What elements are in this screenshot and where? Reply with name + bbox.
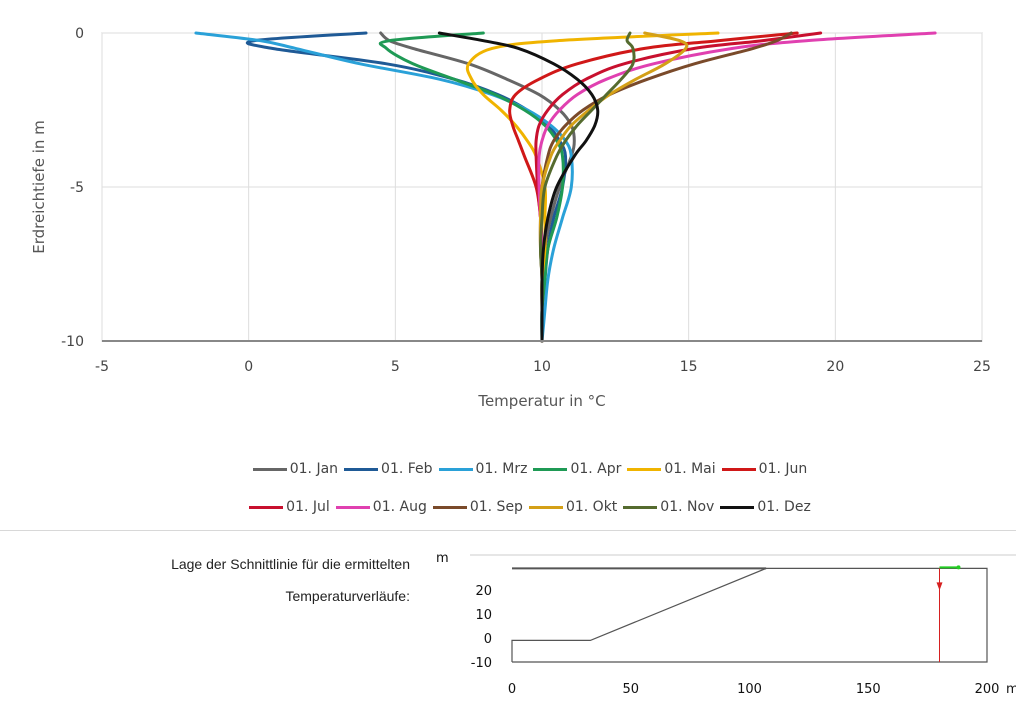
caption-line-2: Temperaturverläufe: (285, 588, 410, 604)
legend-row: 01. Jul 01. Aug 01. Sep 01. Okt 01. Nov 01. D… (150, 488, 910, 526)
legend-label: 01. Jun (758, 461, 808, 477)
legend-label: 01. Apr (570, 461, 622, 477)
legend-swatch (528, 505, 563, 509)
y-axis-title: Erdreichtiefe in m (30, 120, 48, 254)
legend-item: 01. Aug (335, 499, 427, 515)
legend-item: 01. Jan (252, 461, 339, 477)
legend-swatch (438, 467, 473, 471)
section-x-tick-label: 100 (737, 682, 762, 697)
legend-swatch (721, 467, 756, 471)
legend: 01. Jan 01. Feb 01. Mrz 01. Apr 01. Mai 01. J… (150, 450, 910, 526)
legend-swatch (344, 467, 379, 471)
x-tick-labels: -5 0 5 10 15 20 25 (95, 359, 991, 375)
caption-line-1: Lage der Schnittlinie für die ermittelte… (171, 556, 410, 572)
section-x-tick-label: 200 (975, 682, 1000, 697)
legend-label: 01. Okt (565, 499, 618, 515)
legend-label: 01. Jan (289, 461, 339, 477)
section-y-tick-label: -10 (471, 656, 492, 671)
legend-row: 01. Jan 01. Feb 01. Mrz 01. Apr 01. Mai 01. J… (150, 450, 910, 488)
series-line-01-apr (378, 31, 565, 343)
legend-item: 01. Jul (249, 499, 330, 515)
legend-label: 01. Aug (372, 499, 427, 515)
section-geometry (511, 565, 988, 663)
section-y-tick-label: 20 (475, 584, 492, 599)
legend-swatch (623, 505, 658, 509)
y-tick-labels: 0 -5 -10 (61, 26, 84, 350)
legend-label: 01. Nov (660, 499, 715, 515)
section-x-tick-label: 50 (622, 682, 639, 697)
y-tick-label: -5 (70, 180, 84, 196)
legend-swatch (432, 505, 467, 509)
section-x-tick-label: 150 (856, 682, 881, 697)
legend-label: 01. Dez (757, 499, 811, 515)
legend-item: 01. Feb (344, 461, 433, 477)
section-y-tick-label: 10 (475, 608, 492, 623)
separator (0, 530, 1016, 531)
legend-item: 01. Mrz (438, 461, 528, 477)
section-x-unit: m (1006, 682, 1016, 697)
legend-swatch (533, 467, 568, 471)
legend-item: 01. Jun (721, 461, 808, 477)
section-x-tick-labels: 0 50 100 150 200 (508, 682, 1000, 697)
legend-label: 01. Mai (664, 461, 716, 477)
x-tick-label: 20 (826, 359, 844, 375)
x-axis-title: Temperatur in °C (477, 392, 605, 410)
legend-item: 01. Mai (627, 461, 716, 477)
legend-item: 01. Dez (720, 499, 811, 515)
legend-swatch (627, 467, 662, 471)
legend-label: 01. Jul (286, 499, 330, 515)
section-x-tick-label: 0 (508, 682, 516, 697)
cut-line-arrow-icon (936, 582, 943, 591)
cut-line-caption: Lage der Schnittlinie für die ermittelte… (30, 556, 410, 620)
legend-swatch (252, 467, 287, 471)
x-tick-label: 25 (973, 359, 991, 375)
legend-item: 01. Nov (623, 499, 714, 515)
series-line-01-mrz (194, 31, 574, 343)
legend-label: 01. Feb (381, 461, 433, 477)
legend-item: 01. Sep (432, 499, 523, 515)
x-tick-label: 10 (533, 359, 551, 375)
section-y-tick-labels: 20 10 0 -10 (471, 584, 492, 671)
legend-swatch (249, 505, 284, 509)
green-marker-dot (956, 565, 961, 570)
series-lines (194, 31, 937, 343)
legend-swatch (720, 505, 755, 509)
section-y-tick-label: 0 (484, 632, 492, 647)
temperature-depth-chart: -5 0 5 10 15 20 25 0 -5 -10 Temperatur in °C Erd… (30, 26, 991, 410)
x-tick-label: 0 (244, 359, 253, 375)
x-tick-label: 15 (680, 359, 698, 375)
legend-item: 01. Apr (533, 461, 621, 477)
legend-item: 01. Okt (528, 499, 618, 515)
legend-label: 01. Sep (469, 499, 523, 515)
legend-swatch (335, 505, 370, 509)
y-tick-label: -10 (61, 334, 84, 350)
series-line-01-dez (437, 31, 600, 343)
legend-label: 01. Mrz (475, 461, 528, 477)
section-y-unit: m (436, 551, 449, 566)
x-tick-label: -5 (95, 359, 109, 375)
terrain-outline (511, 567, 988, 663)
y-tick-label: 0 (75, 26, 84, 42)
x-tick-label: 5 (391, 359, 400, 375)
